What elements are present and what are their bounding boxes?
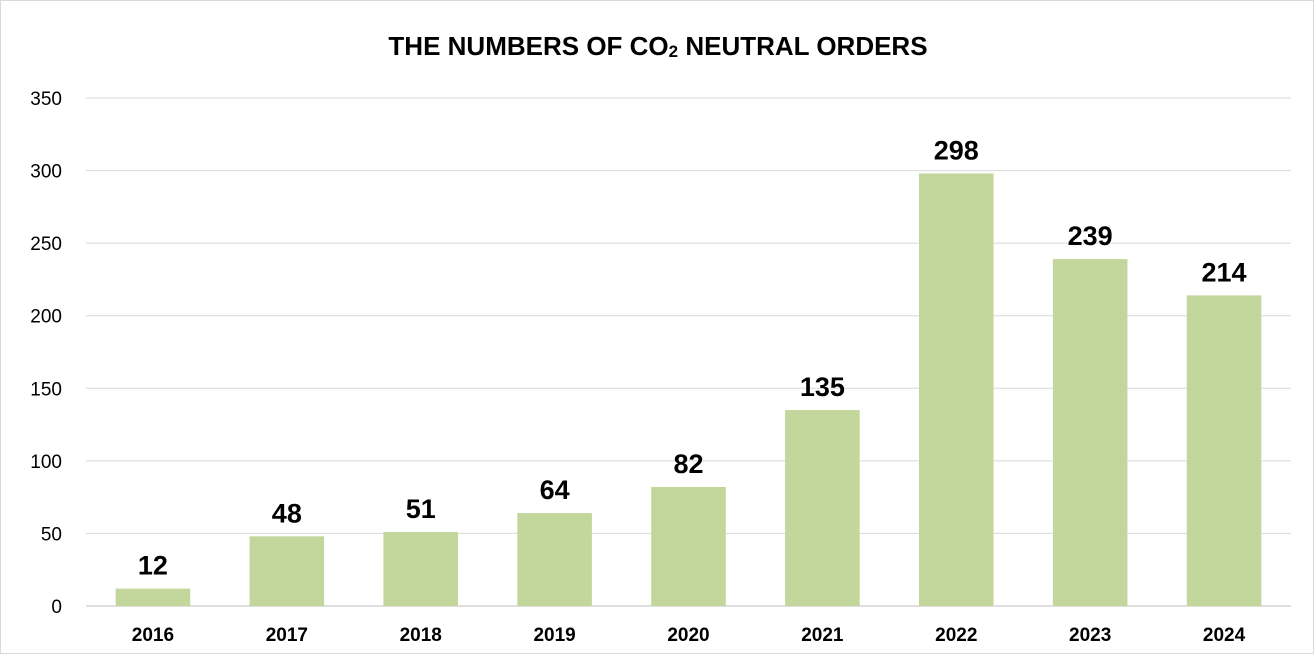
bar-2016 bbox=[115, 588, 191, 606]
data-label-2017: 48 bbox=[272, 498, 302, 528]
bar-2019 bbox=[517, 513, 592, 606]
x-tick-label: 2024 bbox=[1203, 625, 1246, 646]
y-tick-label: 50 bbox=[41, 524, 62, 545]
bar-2020 bbox=[651, 486, 726, 606]
data-labels: 12 48 51 64 82 135 298 239 214 bbox=[138, 135, 1247, 580]
y-axis-ticks: 0 50 100 150 200 250 300 350 bbox=[30, 89, 62, 618]
y-tick-label: 250 bbox=[30, 234, 62, 255]
x-tick-label: 2021 bbox=[801, 625, 844, 646]
bars bbox=[115, 173, 1262, 606]
bar-2024 bbox=[1186, 295, 1262, 606]
chart-title-rest: NEUTRAL ORDERS bbox=[678, 31, 928, 61]
bar-2018 bbox=[383, 531, 459, 606]
x-tick-label: 2022 bbox=[935, 625, 977, 646]
data-label-2024: 214 bbox=[1202, 257, 1247, 287]
bar-2017 bbox=[249, 536, 325, 606]
data-label-2023: 239 bbox=[1068, 221, 1113, 251]
chart-title-main: THE NUMBERS OF CO bbox=[388, 31, 669, 61]
data-label-2020: 82 bbox=[673, 449, 703, 479]
data-label-2021: 135 bbox=[800, 372, 845, 402]
x-tick-label: 2023 bbox=[1069, 625, 1111, 646]
data-label-2022: 298 bbox=[934, 135, 979, 165]
chart-title: THE NUMBERS OF CO2 NEUTRAL ORDERS bbox=[1, 31, 1314, 62]
x-tick-label: 2019 bbox=[533, 625, 575, 646]
x-axis-ticks: 2016 2017 2018 2019 2020 2021 2022 2023 2024 bbox=[132, 625, 1246, 646]
y-tick-label: 100 bbox=[30, 452, 62, 473]
chart-title-subscript: 2 bbox=[668, 42, 679, 61]
y-tick-label: 350 bbox=[30, 89, 62, 110]
y-tick-label: 200 bbox=[30, 307, 62, 328]
x-tick-label: 2018 bbox=[400, 625, 442, 646]
data-label-2019: 64 bbox=[540, 475, 570, 505]
data-label-2016: 12 bbox=[138, 551, 168, 581]
y-tick-label: 300 bbox=[30, 162, 62, 183]
x-tick-label: 2020 bbox=[667, 625, 709, 646]
x-tick-label: 2017 bbox=[266, 625, 308, 646]
bar-2023 bbox=[1052, 259, 1128, 606]
x-tick-label: 2016 bbox=[132, 625, 174, 646]
bar-2021 bbox=[785, 410, 860, 606]
y-tick-label: 150 bbox=[30, 379, 62, 400]
y-tick-label: 0 bbox=[51, 597, 62, 618]
bar-2022 bbox=[918, 173, 994, 606]
data-label-2018: 51 bbox=[406, 494, 436, 524]
